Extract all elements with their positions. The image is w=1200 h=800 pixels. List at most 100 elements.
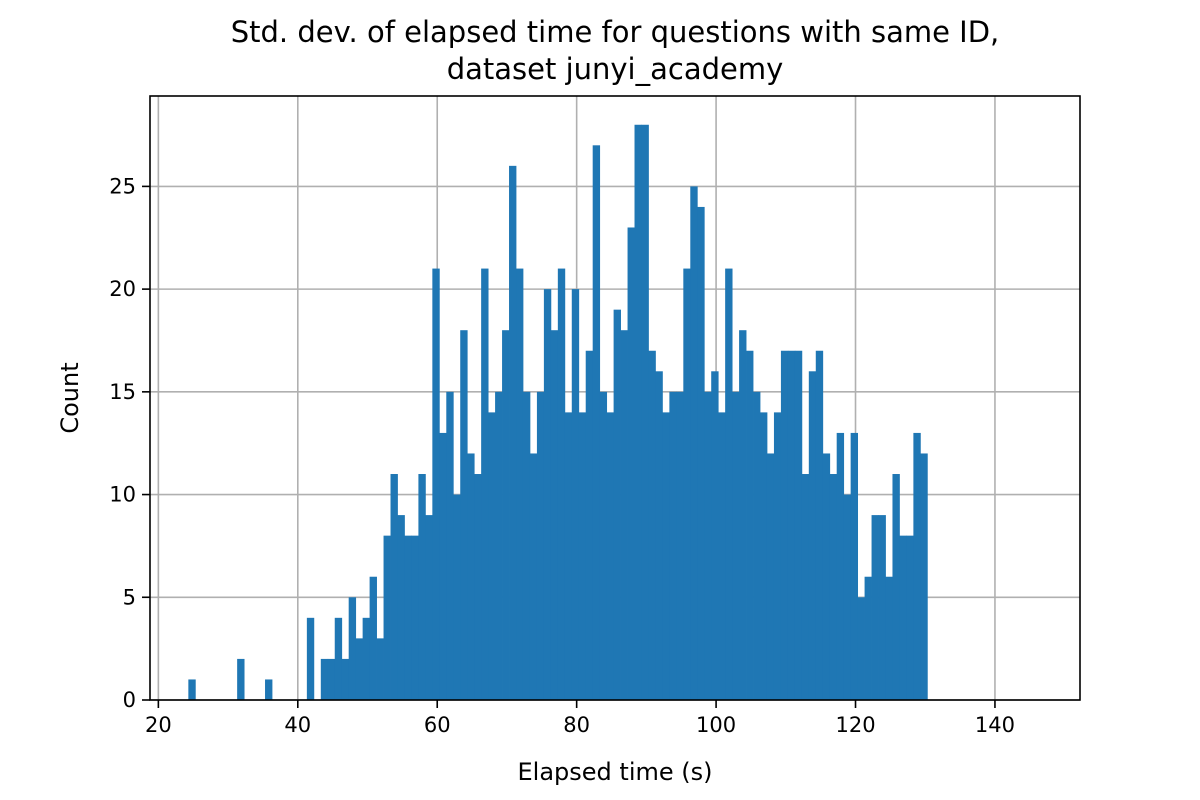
histogram-bar [516, 268, 524, 700]
histogram-bar [557, 268, 566, 700]
x-tick-label: 140 [975, 713, 1015, 737]
histogram-bar [362, 617, 371, 700]
histogram-bar [397, 515, 405, 700]
histogram-bar [439, 432, 447, 700]
histogram-bar [348, 597, 357, 700]
histogram-bar [502, 330, 510, 700]
histogram-bar [808, 371, 817, 700]
x-tick-label: 100 [696, 713, 736, 737]
y-tick-label: 10 [109, 483, 136, 507]
histogram-bar [711, 371, 719, 700]
histogram-bar [885, 576, 893, 700]
histogram-bar [432, 268, 440, 700]
x-tick-label: 20 [145, 713, 172, 737]
histogram-bar [446, 391, 454, 700]
y-tick-label: 20 [109, 277, 136, 301]
histogram-bar [683, 268, 691, 700]
histogram-bar [550, 330, 559, 700]
histogram-bar [760, 412, 768, 700]
histogram-bar [627, 227, 635, 701]
histogram-bar [836, 432, 845, 700]
y-axis-label: Count [56, 362, 84, 433]
histogram-bar [390, 474, 398, 700]
chart-title-line1: Std. dev. of elapsed time for questions … [231, 15, 1000, 49]
histogram-bar [676, 391, 684, 700]
x-tick-label: 60 [424, 713, 451, 737]
histogram-bar [578, 412, 587, 700]
histogram-bar [341, 658, 350, 700]
y-tick-label: 15 [109, 380, 136, 404]
histogram-bar [920, 453, 928, 700]
histogram-bar [564, 412, 573, 700]
histogram-bar [383, 535, 391, 700]
histogram-bar [662, 412, 670, 700]
histogram-bar [864, 576, 872, 700]
histogram-bar [376, 638, 384, 700]
histogram-bar [669, 391, 677, 700]
histogram-bar [773, 412, 782, 700]
histogram-bar [536, 391, 545, 700]
histogram-bar [850, 432, 859, 700]
histogram-bar [899, 535, 907, 700]
histogram-bar [474, 474, 482, 700]
histogram-bar [857, 597, 865, 700]
x-tick-label: 40 [284, 713, 311, 737]
histogram-bar [892, 474, 900, 700]
histogram-bar [780, 350, 789, 700]
histogram-bar [522, 391, 531, 700]
histogram-bar [355, 638, 364, 700]
histogram-bar [411, 535, 419, 700]
histogram-bar [704, 391, 712, 700]
histogram-bar [725, 268, 733, 700]
histogram-bar [746, 350, 754, 700]
histogram-bar [495, 391, 503, 700]
chart-title-line2: dataset junyi_academy [447, 52, 784, 86]
histogram-bar [418, 474, 426, 700]
histogram-bar [801, 474, 810, 700]
histogram-bar [634, 124, 642, 700]
histogram-bar [822, 453, 831, 700]
histogram-bar [453, 494, 461, 700]
plot-frame [149, 95, 1081, 701]
histogram-bar [529, 453, 538, 700]
histogram-bar [697, 206, 705, 700]
y-tick-label: 5 [123, 585, 136, 609]
histogram-bar [237, 658, 245, 700]
histogram-bar [718, 412, 726, 700]
histogram-bar [599, 391, 608, 700]
histogram-bar [878, 515, 886, 700]
histogram-bar [404, 535, 412, 700]
y-tick-label: 0 [123, 688, 136, 712]
histogram-bar [913, 432, 921, 700]
histogram-bar [327, 658, 336, 700]
histogram-bar [425, 515, 433, 700]
histogram-bar [369, 576, 377, 700]
histogram-bar [543, 289, 552, 700]
histogram-bar [690, 186, 698, 701]
histogram-bar [815, 350, 824, 700]
histogram-bar [787, 350, 796, 700]
histogram-bar [334, 617, 343, 700]
histogram-bar [620, 330, 628, 700]
histogram-bar [571, 289, 580, 700]
histogram-bar [467, 453, 475, 700]
histogram-bar [871, 515, 879, 700]
histogram-bar [320, 658, 329, 700]
histogram-bar [829, 474, 838, 700]
x-tick-label: 80 [563, 713, 590, 737]
histogram-bar [488, 412, 496, 700]
histogram-bar [460, 330, 468, 700]
histogram-bar [766, 453, 775, 700]
histogram-bar [843, 494, 852, 700]
histogram-bars [188, 124, 928, 701]
histogram-bar [906, 535, 914, 700]
axis-ticks: 20 40 60 80 100 120 140 0 5 10 15 20 25 [109, 174, 1015, 737]
histogram-bar [648, 350, 656, 700]
histogram-bar [509, 165, 517, 700]
histogram-bar [606, 412, 615, 700]
x-tick-label: 120 [835, 713, 875, 737]
histogram-bar [641, 124, 649, 700]
histogram-bar [739, 330, 747, 700]
histogram-bar [265, 679, 273, 700]
